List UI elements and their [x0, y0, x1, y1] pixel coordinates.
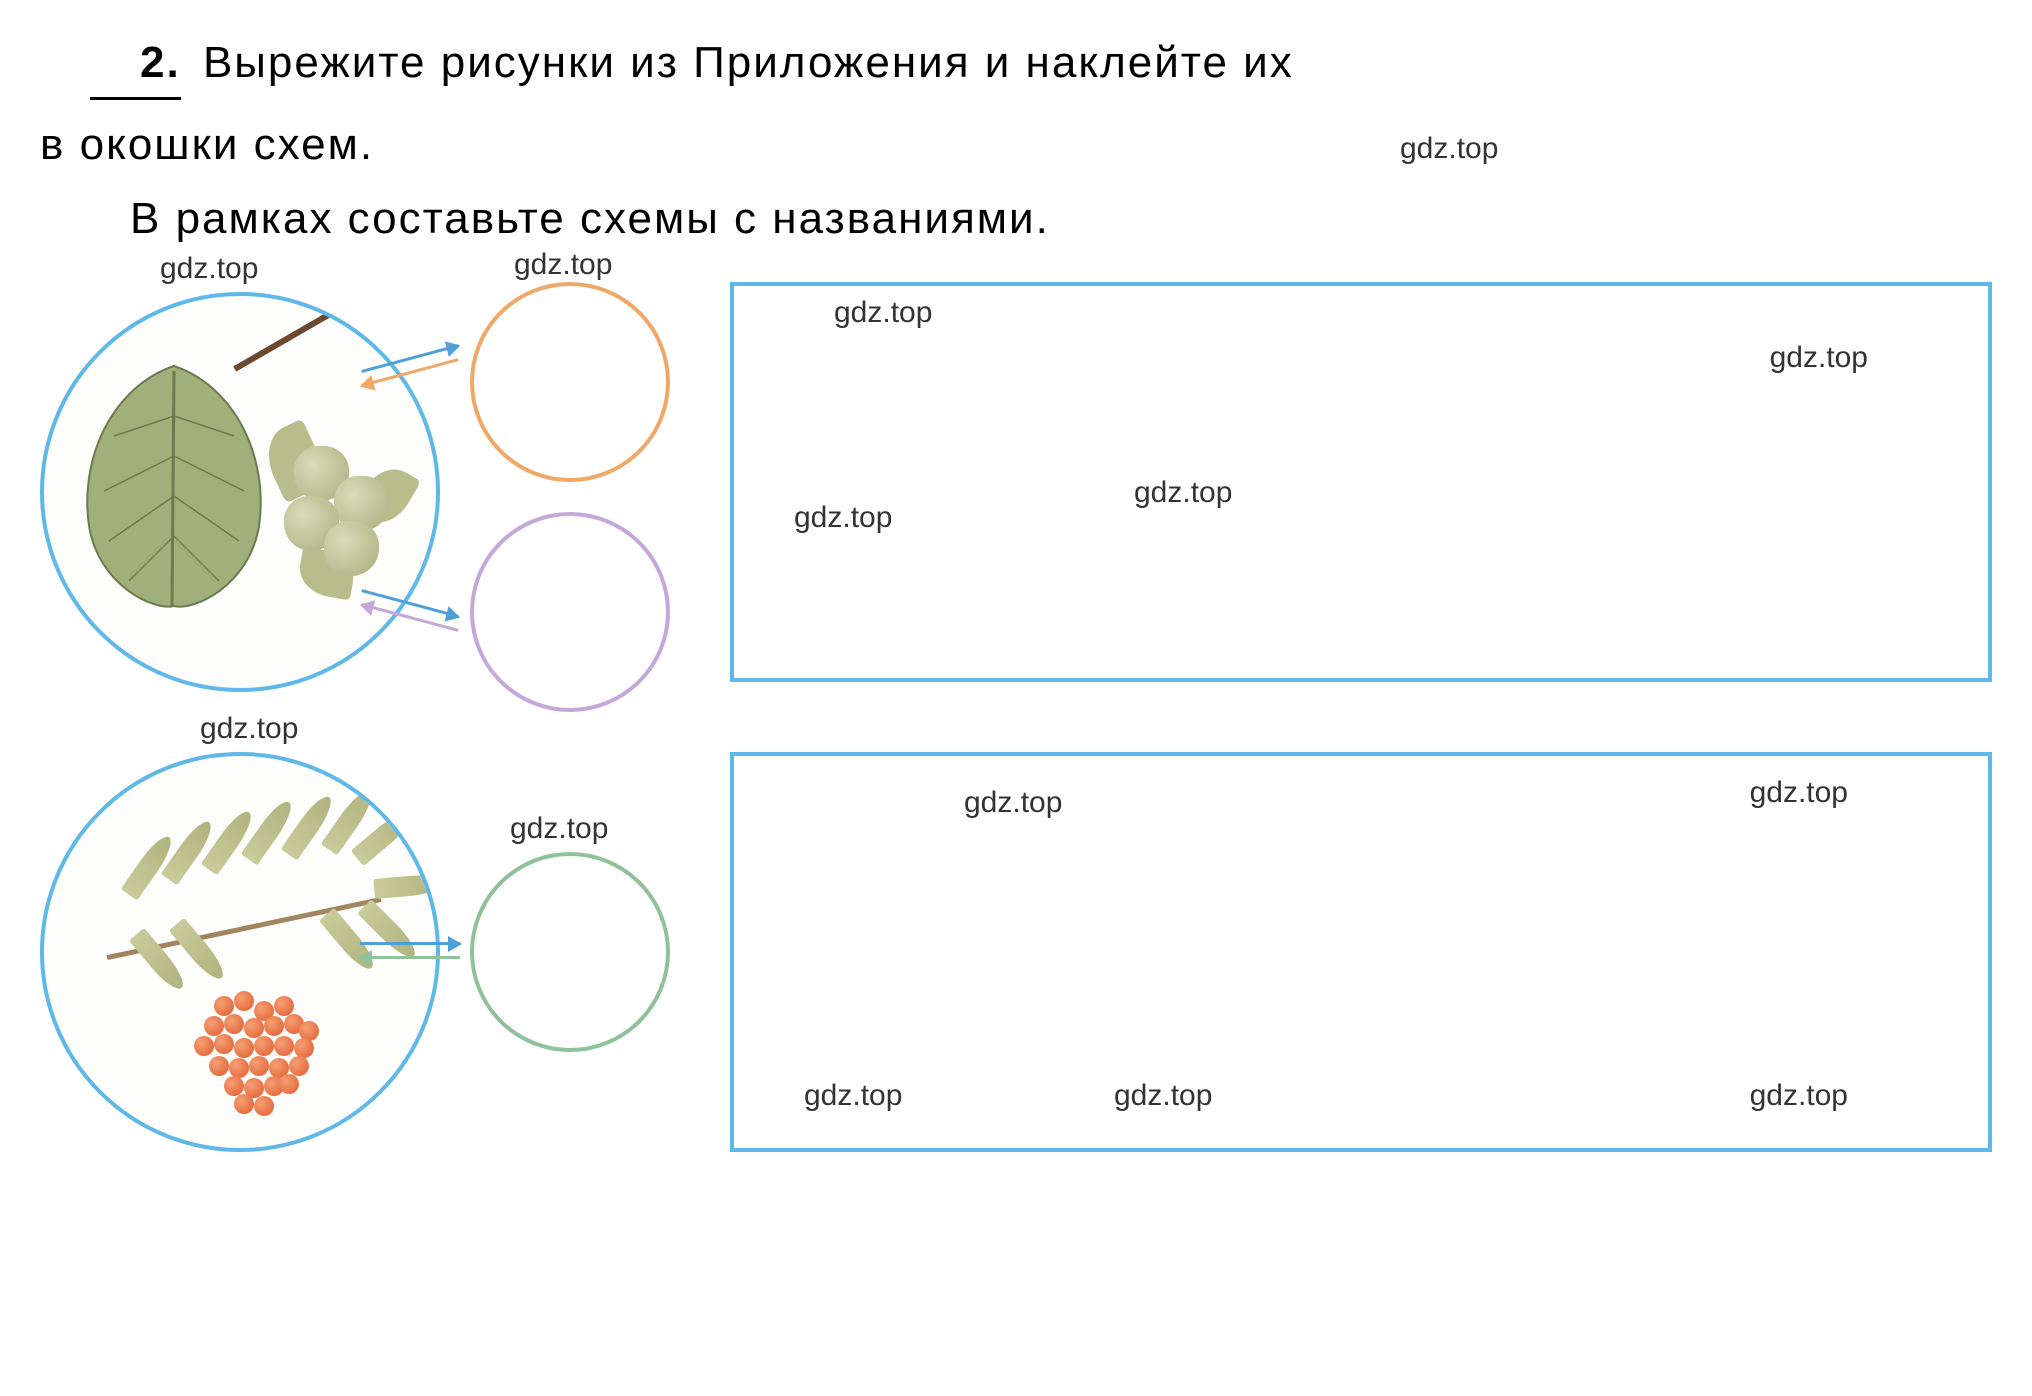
wm: gdz.top	[1770, 341, 1868, 375]
task-line3: В рамках составьте схемы с названиями.	[40, 186, 1992, 252]
target-circle-green	[470, 852, 670, 1052]
wm: gdz.top	[1114, 1079, 1212, 1113]
plant-circle-rowan	[40, 752, 440, 1152]
wm: gdz.top	[1134, 476, 1232, 510]
hazelnut-leaf-icon	[74, 356, 274, 616]
wm: gdz.top	[200, 712, 298, 746]
target-circle-purple	[470, 512, 670, 712]
wm: gdz.top	[794, 501, 892, 535]
content: gdz.top	[40, 292, 1992, 1152]
task-line1: 2. Вырежите рисунки из Приложения и накл…	[40, 30, 1992, 100]
wm: gdz.top	[834, 296, 932, 330]
rowan-berries-icon	[174, 976, 354, 1126]
target-circles-2: gdz.top	[470, 852, 670, 1052]
rowan-leaflet-icon	[373, 873, 440, 899]
target-circles-1: gdz.top .arrow[style*="#4fa0d8"]::after{…	[470, 282, 670, 712]
wm: gdz.top	[1750, 1079, 1848, 1113]
wm: gdz.top	[160, 252, 258, 286]
task-number: 2.	[90, 30, 181, 100]
wm: gdz.top	[1750, 776, 1848, 810]
plant-circle-hazelnut	[40, 292, 440, 692]
row-hazelnut: gdz.top	[40, 292, 1992, 712]
task-line1-text: Вырежите рисунки из Приложения и наклейт…	[203, 38, 1294, 87]
wm: gdz.top	[964, 786, 1062, 820]
answer-box-2: gdz.top gdz.top gdz.top gdz.top gdz.top	[730, 752, 1992, 1152]
wm-top: gdz.top	[1400, 132, 1992, 166]
wm: gdz.top	[804, 1079, 902, 1113]
row-rowan: gdz.top	[40, 752, 1992, 1152]
hazelnut-nuts-icon	[254, 426, 404, 576]
wm: gdz.top	[510, 812, 608, 846]
wm: gdz.top	[514, 248, 612, 282]
arrow-blue-icon	[360, 942, 460, 945]
target-circle-orange: gdz.top	[470, 282, 670, 482]
answer-box-1: gdz.top gdz.top gdz.top gdz.top	[730, 282, 1992, 682]
arrow-green-back-icon	[360, 956, 460, 959]
